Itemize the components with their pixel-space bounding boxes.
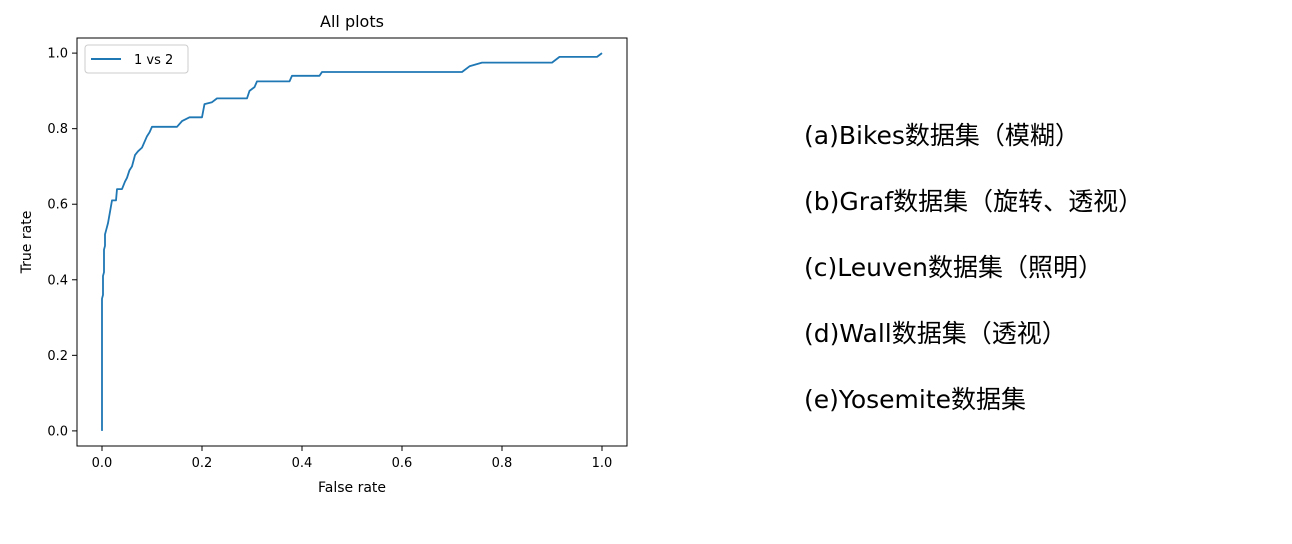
chart-title: All plots (320, 12, 384, 31)
x-tick-label: 0.8 (492, 456, 513, 471)
x-tick-label: 0.0 (92, 456, 113, 471)
x-tick-label: 0.2 (192, 456, 213, 471)
caption-graf: (b)Graf数据集（旋转、透视） (804, 187, 1144, 216)
caption-yosemite: (e)Yosemite数据集 (804, 385, 1027, 414)
legend-label-1-vs-2: 1 vs 2 (134, 53, 173, 68)
x-axis-title: False rate (318, 480, 386, 496)
chart: All plots 0.0 0.2 0.4 0.6 0.8 1.0 0.00.20.40.… (19, 12, 628, 496)
y-axis: 0.0 0.2 0.4 0.6 0.8 1.0 (47, 47, 77, 439)
legend-box (84, 44, 189, 74)
series-line-1-vs-2 (101, 52, 603, 431)
caption-leuven: (c)Leuven数据集（照明） (804, 253, 1103, 282)
series-layer (101, 52, 603, 431)
y-tick-label: 0.4 (47, 273, 68, 288)
x-tick-label: 1.0 (592, 456, 613, 471)
caption-bikes: (a)Bikes数据集（模糊） (804, 121, 1080, 150)
y-axis-title: True rate (19, 211, 35, 275)
y-tick-label: 0.2 (47, 349, 68, 364)
x-tick-label: 0.4 (292, 456, 313, 471)
x-tick-label: 0.6 (392, 456, 413, 471)
plot-frame (76, 37, 628, 447)
caption-list: (a)Bikes数据集（模糊） (b)Graf数据集（旋转、透视） (c)Leu… (804, 116, 1284, 446)
x-axis: 0.0 0.2 0.4 0.6 0.8 1.0 (92, 446, 613, 471)
y-tick-label: 0.6 (47, 198, 68, 213)
legend: 1 vs 2 (84, 44, 189, 74)
y-tick-label: 0.8 (47, 122, 68, 137)
y-tick-label: 1.0 (47, 47, 68, 62)
y-tick-label: 0.0 (47, 424, 68, 439)
caption-wall: (d)Wall数据集（透视） (804, 319, 1067, 348)
